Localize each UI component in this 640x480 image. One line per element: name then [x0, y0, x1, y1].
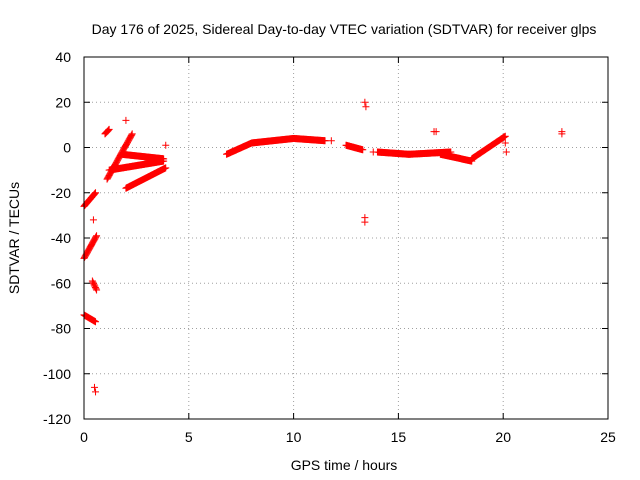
y-axis-label: SDTVAR / TECUs [6, 182, 22, 294]
grid-lines [84, 57, 608, 419]
data-point [93, 286, 101, 294]
data-point [92, 285, 100, 293]
data-point [558, 130, 566, 138]
x-tick-label: 20 [495, 429, 511, 445]
data-point [105, 126, 113, 134]
data-point [327, 137, 335, 145]
data-point [92, 318, 100, 326]
data-point [359, 146, 367, 154]
x-axis-label: GPS time / hours [291, 457, 398, 473]
data-point [160, 155, 168, 163]
y-tick-label: -120 [43, 411, 71, 427]
y-tick-label: -60 [51, 275, 71, 291]
data-point [92, 189, 100, 197]
y-tick-label: -20 [51, 185, 71, 201]
data-point [92, 233, 100, 241]
data-point [105, 125, 113, 133]
data-point [104, 127, 112, 135]
data-point [362, 103, 370, 111]
data-point [90, 383, 98, 391]
y-tick-label: -40 [51, 230, 71, 246]
y-tick-label: 20 [55, 94, 71, 110]
x-tick-label: 25 [600, 429, 616, 445]
data-point [162, 164, 170, 172]
data-point [502, 148, 510, 156]
data-point [369, 148, 377, 156]
chart-title: Day 176 of 2025, Sidereal Day-to-day VTE… [92, 21, 597, 37]
y-tick-label: -100 [43, 366, 71, 382]
y-tick-label: 0 [63, 140, 71, 156]
data-point [128, 130, 136, 138]
data-point [501, 139, 509, 147]
x-tick-label: 5 [185, 429, 193, 445]
data-point [92, 388, 100, 396]
data-points [80, 98, 566, 396]
data-point [90, 190, 98, 198]
data-point [122, 116, 130, 124]
x-tick-label: 15 [391, 429, 407, 445]
data-point [93, 232, 101, 240]
data-point [361, 218, 369, 226]
data-point [162, 141, 170, 149]
x-tick-label: 10 [286, 429, 302, 445]
data-point [501, 132, 509, 140]
data-point [361, 98, 369, 106]
data-point [321, 137, 329, 145]
data-point [128, 131, 136, 139]
data-point [89, 216, 97, 224]
data-point [91, 189, 99, 197]
data-point [432, 128, 440, 136]
x-tick-label: 0 [80, 429, 88, 445]
axis-ticks: -120 -100 -80 -60 -40 -20 0 20 40 0 5 10 15 20 25 [43, 49, 616, 445]
y-tick-label: -80 [51, 321, 71, 337]
y-tick-label: 40 [55, 49, 71, 65]
